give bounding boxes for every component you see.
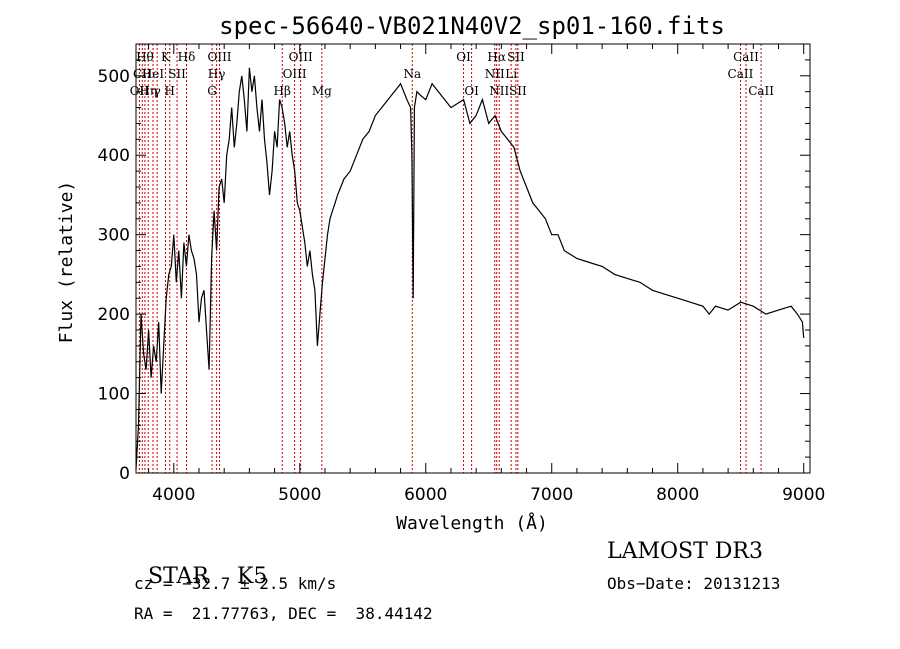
y-tick-label: 300 bbox=[98, 226, 130, 246]
marker-label-8: SII bbox=[168, 67, 186, 81]
marker-label-17: Na bbox=[403, 67, 421, 81]
y-tick-label: 0 bbox=[119, 464, 130, 484]
marker-label-7: H bbox=[165, 84, 175, 98]
marker-label-9: Hδ bbox=[178, 50, 196, 64]
y-tick-label: 200 bbox=[98, 305, 130, 325]
object-class: STAR K5 bbox=[134, 539, 267, 589]
plot-frame bbox=[135, 43, 811, 474]
y-axis-ticks: 0 100 200 300 400 500 bbox=[98, 43, 810, 484]
marker-label-13: Hβ bbox=[274, 84, 291, 98]
marker-label-25: SII bbox=[509, 84, 527, 98]
marker-label-3: Hη bbox=[139, 84, 157, 98]
x-tick-label: 6000 bbox=[404, 485, 447, 505]
x-tick-label: 9000 bbox=[782, 485, 825, 505]
line-marker-labels: OII CII Hθ Hη HeI γ K H SII Hδ G Hγ OIII Hβ OIII OIII Mg… bbox=[130, 50, 775, 98]
x-axis-label: Wavelength (Å) bbox=[396, 512, 548, 534]
marker-label-24: SII bbox=[507, 50, 525, 64]
line-markers bbox=[138, 44, 762, 473]
marker-label-20: NII bbox=[485, 67, 505, 81]
marker-label-0: OII bbox=[130, 84, 150, 98]
marker-label-23: Li bbox=[505, 67, 517, 81]
marker-label-18: OI bbox=[456, 50, 471, 64]
x-tick-label: 7000 bbox=[530, 485, 573, 505]
y-tick-label: 100 bbox=[98, 385, 130, 405]
marker-label-19: OI bbox=[464, 84, 479, 98]
marker-label-12: OIII bbox=[207, 50, 231, 64]
marker-label-22: NII bbox=[489, 84, 509, 98]
marker-label-5: γ bbox=[154, 84, 161, 98]
marker-label-16: Mg bbox=[312, 84, 332, 98]
marker-label-14: OIII bbox=[283, 67, 307, 81]
y-axis-label: Flux (relative) bbox=[56, 181, 77, 344]
marker-label-11: Hγ bbox=[208, 67, 226, 81]
class-label: STAR bbox=[148, 564, 209, 589]
marker-label-2: Hθ bbox=[136, 50, 154, 64]
marker-label-21: Hα bbox=[487, 50, 506, 64]
redshift-label: cz = −32.7 ± 2.5 km/s bbox=[134, 574, 337, 593]
chart-title: spec-56640-VB021N40V2_sp01-160.fits bbox=[219, 12, 725, 40]
y-tick-label: 500 bbox=[98, 67, 130, 87]
x-axis-ticks: 4000 5000 6000 7000 8000 9000 bbox=[148, 44, 825, 505]
x-tick-label: 8000 bbox=[656, 485, 699, 505]
marker-label-26: CaII bbox=[728, 67, 754, 81]
marker-label-10: G bbox=[207, 84, 217, 98]
marker-label-27: CaII bbox=[733, 50, 759, 64]
y-tick-label: 400 bbox=[98, 146, 130, 166]
marker-label-6: K bbox=[161, 50, 171, 64]
coords-label: RA = 21.77763, DEC = 38.44142 bbox=[134, 604, 433, 623]
marker-label-4: HeI bbox=[142, 67, 165, 81]
x-tick-label: 4000 bbox=[152, 485, 195, 505]
marker-label-1: CII bbox=[133, 67, 152, 81]
x-tick-label: 5000 bbox=[278, 485, 321, 505]
subclass-label: K5 bbox=[236, 564, 268, 589]
marker-label-15: OIII bbox=[289, 50, 313, 64]
obs-date-label: Obs−Date: 20131213 bbox=[607, 574, 781, 593]
spectrum-line bbox=[135, 67, 805, 470]
marker-label-28: CaII bbox=[748, 84, 774, 98]
survey-label: LAMOST DR3 bbox=[607, 539, 763, 564]
